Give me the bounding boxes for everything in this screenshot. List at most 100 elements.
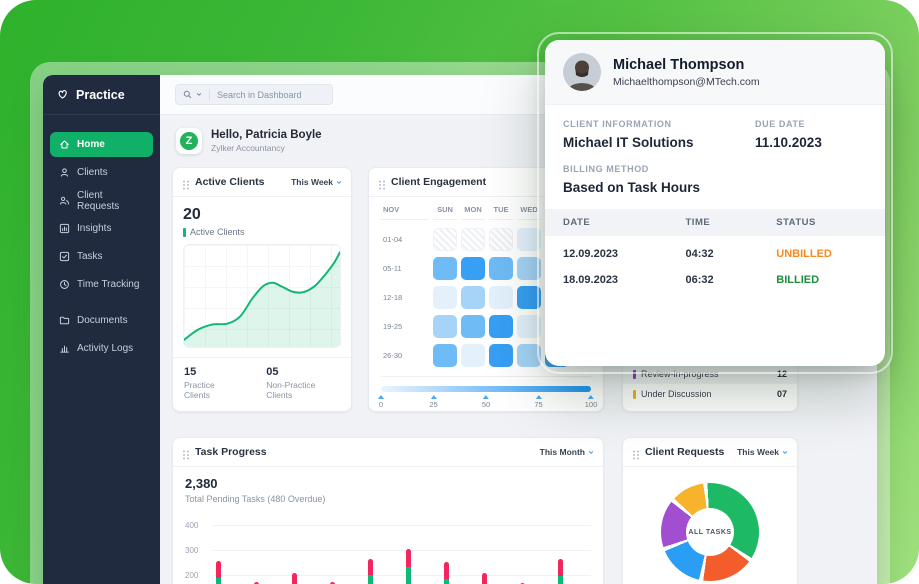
- user-icon: [59, 167, 70, 178]
- sidebar-item-insights[interactable]: Insights: [50, 216, 153, 241]
- overdue-segment: [292, 573, 297, 584]
- heatmap-cell: [489, 286, 513, 309]
- task-status-row[interactable]: Review-in-progress 12: [623, 364, 797, 384]
- task-bar: [254, 582, 259, 584]
- heatmap-week-label: 05-11: [383, 264, 402, 273]
- gridline: [213, 525, 591, 526]
- due-date-value: 11.10.2023: [755, 135, 822, 150]
- sidebar-item-time-tracking[interactable]: Time Tracking: [50, 272, 153, 297]
- sidebar-item-tasks[interactable]: Tasks: [50, 244, 153, 269]
- chevron-down-icon: [336, 180, 342, 184]
- status-label: Under Discussion: [641, 389, 712, 399]
- gridline: [213, 550, 591, 551]
- sidebar-item-documents[interactable]: Documents: [50, 308, 153, 333]
- heatmap-week-label: 01-04: [383, 235, 403, 244]
- gridline: [213, 575, 591, 576]
- sidebar-item-client-requests[interactable]: Client Requests: [50, 188, 153, 213]
- heatmap-cell: [489, 257, 513, 280]
- search-scope-chevron-icon[interactable]: [196, 92, 202, 97]
- status-count: 12: [776, 369, 787, 379]
- scale-gradient-bar: [381, 386, 591, 392]
- sidebar-item-clients[interactable]: Clients: [50, 160, 153, 185]
- billing-method-label: BILLING METHOD: [563, 164, 649, 174]
- y-axis-label: 400: [185, 521, 199, 530]
- sidebar-item-activity-logs[interactable]: Activity Logs: [50, 336, 153, 361]
- task-bar: [406, 548, 411, 584]
- heatmap-cell: [517, 315, 541, 338]
- sidebar-item-label: Insights: [77, 223, 112, 234]
- clock-icon: [59, 279, 70, 290]
- folder-icon: [59, 315, 70, 326]
- client-info-section: CLIENT INFORMATION Michael IT Solutions …: [545, 105, 885, 195]
- active-clients-stats: 15 Practice Clients 05 Non-Practice Clients: [173, 357, 351, 408]
- client-requests-donut-chart: ALL TASKS: [661, 483, 759, 581]
- period-dropdown[interactable]: This Week: [737, 447, 788, 457]
- heatmap-cell: [517, 228, 541, 251]
- task-bar: [216, 561, 221, 584]
- chevron-down-icon: [588, 450, 594, 454]
- heatmap-week-label: 26-30: [383, 351, 403, 360]
- greeting-row: Z Hello, Patricia Boyle Zylker Accountan…: [160, 115, 877, 164]
- search-box[interactable]: [175, 84, 333, 105]
- stat-value: 05: [266, 366, 279, 378]
- card-title: Task Progress: [195, 446, 267, 458]
- billing-row: 18.09.2023 06:32 BILLIED: [545, 262, 885, 288]
- billing-time: 04:32: [685, 248, 714, 260]
- scale-tick: 0: [378, 395, 384, 409]
- completed-segment: [444, 578, 449, 584]
- billing-time: 06:32: [685, 274, 714, 286]
- sidebar-item-label: Clients: [77, 167, 108, 178]
- overdue-segment: [368, 559, 373, 575]
- status-marker: [633, 369, 636, 379]
- heatmap-cell: [461, 315, 485, 338]
- drag-handle-icon[interactable]: [378, 177, 386, 190]
- period-dropdown[interactable]: This Week: [291, 177, 342, 187]
- activity-icon: [59, 343, 70, 354]
- task-bar: [368, 559, 373, 584]
- completed-segment: [558, 575, 563, 584]
- sidebar-item-label: Documents: [77, 315, 128, 326]
- drag-handle-icon[interactable]: [182, 177, 190, 190]
- tasks-icon: [59, 251, 70, 262]
- client-requests-card-header: Client Requests This Week: [623, 438, 797, 467]
- stat-label: Non-Practice Clients: [266, 380, 316, 400]
- heatmap-cell-nodata: [461, 228, 485, 251]
- status-marker: [633, 389, 636, 399]
- client-requests-card: Client Requests This Week ALL TASKS: [622, 437, 798, 584]
- sidebar-item-home[interactable]: Home: [50, 132, 153, 157]
- period-label: This Week: [737, 447, 779, 457]
- search-input[interactable]: [217, 89, 317, 100]
- billing-row: 12.09.2023 04:32 UNBILLED: [545, 236, 885, 262]
- column-header-status: STATUS: [776, 217, 816, 228]
- users-icon: [59, 195, 70, 206]
- heatmap-cell: [517, 344, 541, 367]
- client-detail-overlay-card: Michael Thompson Michaelthompson@MTech.c…: [537, 32, 893, 374]
- period-label: This Month: [539, 447, 585, 457]
- drag-handle-icon[interactable]: [182, 447, 190, 460]
- sidebar-item-label: Tasks: [77, 251, 103, 262]
- period-dropdown[interactable]: This Month: [540, 447, 594, 457]
- scale-tick: 50: [482, 395, 490, 409]
- tick-label: 25: [429, 400, 438, 409]
- heatmap-cell: [433, 315, 457, 338]
- heatmap-day-label: MON: [461, 205, 485, 220]
- pending-tasks-subtitle: Total Pending Tasks (480 Overdue): [185, 494, 326, 504]
- task-bar: [444, 561, 449, 584]
- heatmap-cell: [433, 286, 457, 309]
- tick-label: 50: [481, 400, 491, 409]
- scale-tick: 75: [534, 395, 543, 409]
- scale-tick: 100: [585, 395, 597, 409]
- task-status-row[interactable]: Under Discussion 07: [623, 384, 797, 404]
- overdue-segment: [254, 582, 259, 584]
- drag-handle-icon[interactable]: [632, 447, 640, 460]
- task-progress-bar-chart: 400 300 200: [185, 517, 591, 584]
- billing-status: UNBILLED: [776, 248, 832, 260]
- overdue-segment: [482, 573, 487, 584]
- active-clients-value: 20: [183, 206, 201, 223]
- overdue-segment: [520, 582, 525, 584]
- task-progress-card-header: Task Progress This Month: [173, 438, 603, 467]
- status-count: 07: [776, 389, 787, 399]
- chevron-down-icon: [782, 450, 788, 454]
- legend-marker: [183, 227, 186, 237]
- task-progress-card: Task Progress This Month 2,380 Total Pen…: [172, 437, 604, 584]
